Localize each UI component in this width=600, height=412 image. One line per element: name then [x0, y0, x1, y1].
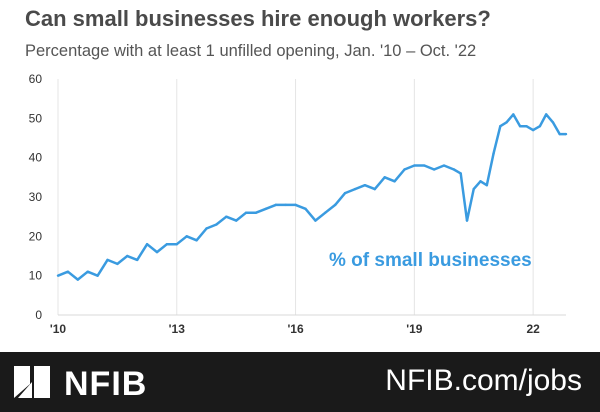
footer-bar: NFIB NFIB.com/jobs [0, 352, 600, 412]
chart-title: Can small businesses hire enough workers… [25, 6, 491, 31]
data-point [145, 243, 149, 246]
nfib-mark-icon [14, 366, 50, 398]
data-point [492, 152, 495, 155]
data-point [465, 219, 469, 222]
data-point [499, 125, 502, 128]
data-point [423, 164, 426, 167]
data-point [215, 223, 218, 226]
data-point [96, 274, 99, 277]
data-point [512, 113, 515, 116]
data-point [485, 184, 489, 187]
data-point [86, 270, 89, 273]
data-point [403, 168, 406, 171]
data-point [459, 172, 462, 175]
data-point [155, 250, 159, 254]
data-point [564, 132, 568, 136]
y-tick-label-10: 10 [29, 269, 43, 283]
x-tick-label-0: '10 [50, 322, 67, 336]
y-tick-label-50: 50 [29, 111, 43, 125]
data-point [185, 235, 188, 238]
data-point [373, 187, 376, 191]
y-tick-label-30: 30 [29, 190, 43, 204]
data-point [531, 128, 535, 132]
data-point [525, 125, 528, 128]
data-point [56, 274, 60, 277]
data-point [333, 203, 337, 207]
data-point [304, 207, 307, 210]
data-point [234, 219, 238, 222]
data-point [205, 227, 208, 230]
data-point [393, 180, 396, 183]
x-tick-label-3: '19 [406, 322, 423, 336]
y-tick-label-40: 40 [29, 151, 43, 165]
y-axis-ticks: 0 10 20 30 40 50 60 [29, 72, 43, 322]
data-point [343, 191, 347, 195]
data-point [195, 239, 198, 242]
series-line-0 [57, 113, 566, 281]
x-tick-label-4: 22 [526, 322, 540, 336]
data-point [538, 125, 542, 128]
brand-name: NFIB [64, 365, 148, 403]
data-point [363, 184, 367, 187]
data-point [452, 168, 456, 171]
data-point [383, 176, 386, 179]
data-point [284, 203, 287, 207]
data-point [294, 203, 297, 207]
data-point [432, 168, 436, 171]
data-point [135, 258, 139, 262]
x-tick-label-2: '16 [287, 322, 304, 336]
chart-subtitle: Percentage with at least 1 unfilled open… [25, 42, 477, 60]
x-axis-ticks: '10 '13 '16 '19 22 [50, 322, 540, 336]
data-point [76, 278, 79, 281]
data-point [314, 219, 317, 222]
data-point [264, 207, 268, 210]
data-point [413, 164, 416, 167]
data-point [518, 125, 522, 128]
data-point [165, 243, 169, 246]
chart-grid [57, 79, 566, 316]
data-point [505, 121, 508, 124]
data-point [551, 121, 555, 124]
data-point [274, 203, 277, 207]
data-point [545, 113, 548, 116]
data-point [442, 164, 446, 167]
y-tick-label-60: 60 [29, 72, 43, 86]
series-annotation: % of small businesses [329, 250, 532, 271]
y-tick-label-20: 20 [29, 229, 43, 243]
y-tick-label-0: 0 [35, 308, 42, 322]
footer-url-link[interactable]: NFIB.com/jobs [385, 364, 582, 397]
data-point [66, 270, 70, 273]
data-point [244, 211, 248, 214]
data-point [558, 132, 561, 136]
data-point [106, 258, 109, 262]
data-point [472, 187, 475, 191]
nfib-logo[interactable]: NFIB [14, 362, 194, 403]
data-point [116, 262, 119, 266]
data-point [225, 215, 228, 218]
data-point [324, 211, 327, 214]
data-point [175, 243, 178, 246]
x-tick-label-1: '13 [169, 322, 186, 336]
data-point [126, 254, 129, 258]
data-point [479, 180, 482, 183]
series-layer [56, 113, 568, 281]
line-chart: 0 10 20 30 40 50 60 '10 '13 '16 '19 22 % of small … [29, 72, 568, 336]
data-point [353, 187, 357, 191]
data-point [254, 211, 258, 214]
